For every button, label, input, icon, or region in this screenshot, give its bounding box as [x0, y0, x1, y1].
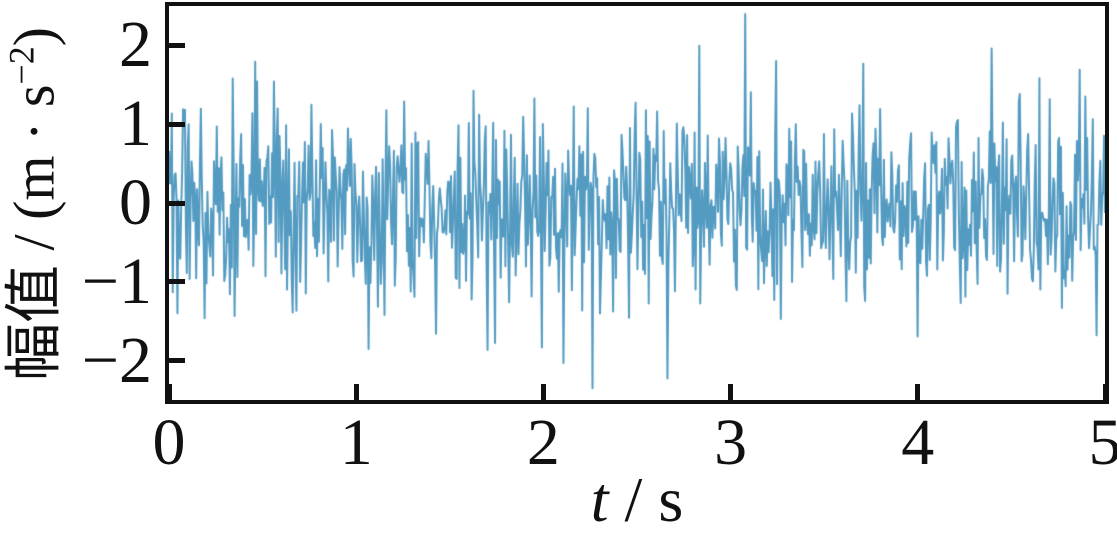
x-tick-label: 5: [1088, 406, 1117, 479]
y-tick-label: 2: [119, 8, 152, 82]
x-tick-mark: [540, 384, 546, 400]
y-tick-mark: [169, 358, 185, 364]
y-tick-label: −2: [81, 323, 152, 397]
y-tick-label: 0: [119, 166, 152, 239]
y-tick-label: −1: [81, 244, 152, 318]
x-axis-label: t / s: [169, 468, 1105, 532]
x-axis-label-variable: t: [590, 464, 609, 535]
x-tick-label: 4: [901, 406, 935, 479]
y-tick-mark: [169, 279, 185, 285]
plot-area: [165, 2, 1109, 404]
x-tick-label: 0: [152, 406, 186, 479]
x-axis-label-unit: / s: [608, 464, 684, 535]
y-tick-mark: [169, 42, 185, 48]
y-tick-mark: [169, 200, 185, 206]
x-tick-mark: [166, 384, 172, 400]
y-tick-mark: [169, 121, 185, 127]
x-tick-label: 1: [339, 406, 373, 479]
signal-waveform-canvas: [169, 6, 1105, 400]
x-tick-mark: [1102, 384, 1108, 400]
x-tick-mark: [915, 384, 921, 400]
x-tick-mark: [728, 384, 734, 400]
y-tick-label: 1: [119, 87, 152, 161]
x-tick-label: 3: [714, 406, 748, 479]
x-tick-mark: [353, 384, 359, 400]
x-tick-label: 2: [526, 406, 560, 479]
